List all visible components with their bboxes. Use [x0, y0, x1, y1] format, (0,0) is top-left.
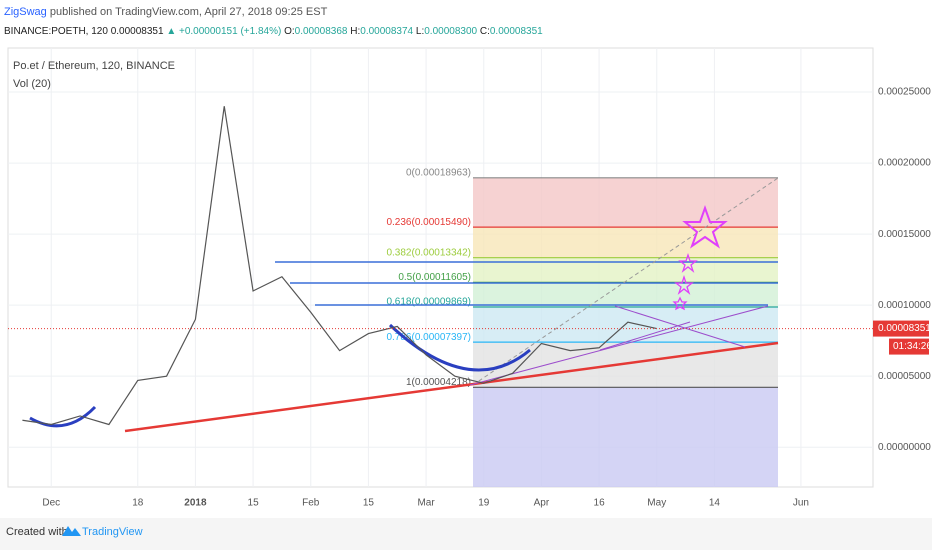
fib-label: 1(0.00004218) — [406, 377, 471, 388]
y-tick-label: 0.00025000 — [878, 87, 931, 98]
l-label: L: — [416, 26, 424, 37]
last: 0.00008351 — [111, 26, 164, 37]
fib-zone — [473, 227, 778, 258]
footer-bar — [0, 518, 932, 550]
drawing — [614, 305, 746, 348]
drawing — [29, 405, 97, 428]
open: 0.00008368 — [295, 26, 348, 37]
x-tick-label: 18 — [132, 498, 144, 509]
brand-logo — [62, 526, 81, 536]
high: 0.00008374 — [360, 26, 413, 37]
x-tick-label: Dec — [42, 498, 60, 509]
y-tick-label: 0.00020000 — [878, 158, 931, 169]
header-line: ZigSwag published on TradingView.com, Ap… — [4, 6, 328, 18]
y-tick-label: 0.00005000 — [878, 371, 931, 382]
low: 0.00008300 — [424, 26, 477, 37]
y-tick-label: 0.00010000 — [878, 300, 931, 311]
fib-label: 0(0.00018963) — [406, 167, 471, 178]
plot-frame — [7, 47, 874, 488]
x-tick-label: 15 — [363, 498, 375, 509]
drawing — [678, 252, 698, 273]
x-tick-label: 16 — [594, 498, 606, 509]
x-tick-label: May — [647, 498, 666, 509]
footer-created: Created with — [6, 526, 68, 538]
x-tick-label: Jun — [793, 498, 809, 509]
countdown-tag — [889, 338, 929, 355]
fib-label: 0.618(0.00009869) — [386, 297, 471, 308]
drawing — [682, 205, 728, 249]
drawing — [388, 323, 531, 372]
price-line — [22, 106, 657, 426]
drawing — [472, 177, 779, 386]
fib-label: 0.786(0.00007397) — [386, 332, 471, 343]
h-label: H: — [350, 26, 360, 37]
c-label: C: — [480, 26, 490, 37]
fib-label: 0.236(0.00015490) — [386, 217, 471, 228]
legend: Po.et / Ethereum, 120, BINANCE — [13, 60, 175, 72]
countdown: 01:34:26 — [893, 341, 932, 352]
fib-label: 0.5(0.00011605) — [398, 272, 471, 283]
x-tick-label: Apr — [534, 498, 550, 509]
published: published on TradingView.com, April 27, … — [50, 6, 328, 18]
close: 0.00008351 — [490, 26, 543, 37]
drawing — [599, 321, 691, 351]
author[interactable]: ZigSwag — [4, 6, 47, 18]
drawing — [674, 274, 694, 295]
change: ▲ +0.00000151 (+1.84%) — [166, 26, 281, 37]
last-price-tag — [873, 320, 929, 337]
x-tick-label: Mar — [417, 498, 435, 509]
y-tick-label: 0.00000000 — [878, 442, 931, 453]
x-tick-label: 15 — [248, 498, 260, 509]
footer-brand[interactable]: TradingView — [82, 526, 143, 538]
y-tick-label: 0.00015000 — [878, 229, 931, 240]
fib-zone — [473, 387, 778, 487]
fib-zone — [473, 177, 778, 228]
last-price-label: 0.00008351 — [878, 323, 931, 334]
drawing — [124, 341, 779, 433]
indicator: Vol (20) — [13, 78, 51, 90]
drawing — [469, 305, 769, 386]
fib-label: 0.382(0.00013342) — [386, 247, 471, 258]
symbol: BINANCE:POETH, 120 — [4, 26, 108, 37]
drawing — [672, 296, 688, 311]
x-tick-label: 2018 — [184, 498, 207, 509]
x-tick-label: 19 — [478, 498, 490, 509]
x-tick-label: Feb — [302, 498, 320, 509]
fib-zone — [473, 282, 778, 308]
x-tick-label: 14 — [709, 498, 721, 509]
o-label: O: — [284, 26, 295, 37]
symbol-line: BINANCE:POETH, 120 0.00008351 ▲ +0.00000… — [4, 26, 543, 37]
